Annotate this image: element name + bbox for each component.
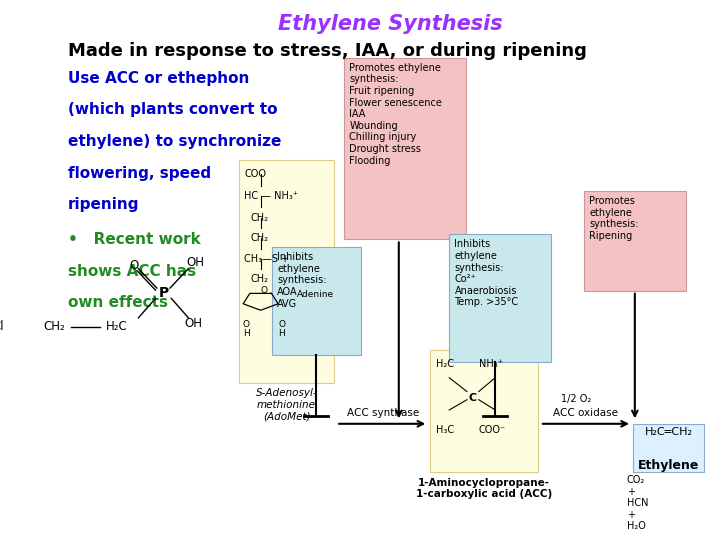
Text: (which plants convert to: (which plants convert to: [68, 102, 278, 117]
Text: O: O: [243, 320, 250, 329]
Text: HC — NH₃⁺: HC — NH₃⁺: [244, 191, 298, 201]
Text: Promotes ethylene
synthesis:
Fruit ripening
Flower senescence
IAA
Wounding
Chill: Promotes ethylene synthesis: Fruit ripen…: [349, 63, 442, 166]
Text: own effects: own effects: [68, 295, 168, 310]
Text: Made in response to stress, IAA, or during ripening: Made in response to stress, IAA, or duri…: [68, 42, 587, 60]
Text: ACC synthase: ACC synthase: [347, 408, 420, 417]
Text: Use ACC or ethephon: Use ACC or ethephon: [68, 71, 250, 85]
Text: Promotes
ethylene
synthesis:
Ripening: Promotes ethylene synthesis: Ripening: [589, 196, 639, 241]
Text: H₂C═CH₂: H₂C═CH₂: [644, 427, 693, 437]
FancyBboxPatch shape: [430, 349, 538, 472]
FancyBboxPatch shape: [633, 424, 704, 472]
Text: CH₂: CH₂: [251, 213, 269, 223]
Text: shows ACC has: shows ACC has: [68, 264, 197, 279]
Text: CO₂
+
HCN
+
H₂O: CO₂ + HCN + H₂O: [626, 475, 648, 531]
Text: •   Recent work: • Recent work: [68, 232, 201, 247]
Text: OH: OH: [186, 256, 204, 269]
Text: OH: OH: [184, 318, 202, 330]
Text: Inhibits
ethylene
synthesis:
Co²⁺
Anaerobiosis
Temp. >35°C: Inhibits ethylene synthesis: Co²⁺ Anaero…: [454, 239, 518, 307]
Text: CH₂: CH₂: [251, 233, 269, 244]
Text: flowering, speed: flowering, speed: [68, 166, 211, 181]
Text: O: O: [129, 259, 138, 272]
FancyBboxPatch shape: [449, 234, 551, 362]
Text: P: P: [158, 286, 168, 300]
Text: Adenine: Adenine: [297, 291, 334, 299]
Text: 1/2 O₂: 1/2 O₂: [561, 394, 591, 404]
Text: H: H: [279, 329, 285, 338]
Text: H: H: [243, 329, 250, 338]
Text: Ethylene Synthesis: Ethylene Synthesis: [278, 14, 503, 34]
Text: CH₂: CH₂: [43, 320, 65, 333]
Text: S-Adenosyl-
methionine
(AdoMet): S-Adenosyl- methionine (AdoMet): [256, 388, 318, 421]
Text: CH₂: CH₂: [251, 274, 269, 284]
Text: ripening: ripening: [68, 198, 140, 212]
Text: Ethylene: Ethylene: [638, 460, 699, 472]
FancyBboxPatch shape: [584, 191, 685, 291]
FancyBboxPatch shape: [239, 160, 334, 383]
FancyBboxPatch shape: [272, 247, 361, 355]
Text: C: C: [468, 393, 476, 403]
Text: O: O: [261, 286, 267, 295]
Text: H₃C: H₃C: [436, 426, 454, 435]
Text: 1-Aminocyclopropane-
1-carboxylic acid (ACC): 1-Aminocyclopropane- 1-carboxylic acid (…: [415, 477, 552, 499]
Text: ACC oxidase: ACC oxidase: [554, 408, 618, 417]
Text: Cl: Cl: [0, 320, 4, 333]
Text: COO: COO: [244, 170, 266, 179]
Text: H₂C: H₂C: [436, 359, 454, 369]
Text: CH₃—S +: CH₃—S +: [244, 254, 289, 264]
FancyBboxPatch shape: [344, 58, 466, 239]
Text: H₂C: H₂C: [106, 320, 127, 333]
Text: ethylene) to synchronize: ethylene) to synchronize: [68, 134, 282, 149]
Text: Inhibits
ethylene
synthesis:
AOA
AVG: Inhibits ethylene synthesis: AOA AVG: [277, 252, 327, 309]
Text: NH₃⁺: NH₃⁺: [479, 359, 503, 369]
Text: O: O: [278, 320, 285, 329]
Text: COO⁻: COO⁻: [479, 426, 506, 435]
